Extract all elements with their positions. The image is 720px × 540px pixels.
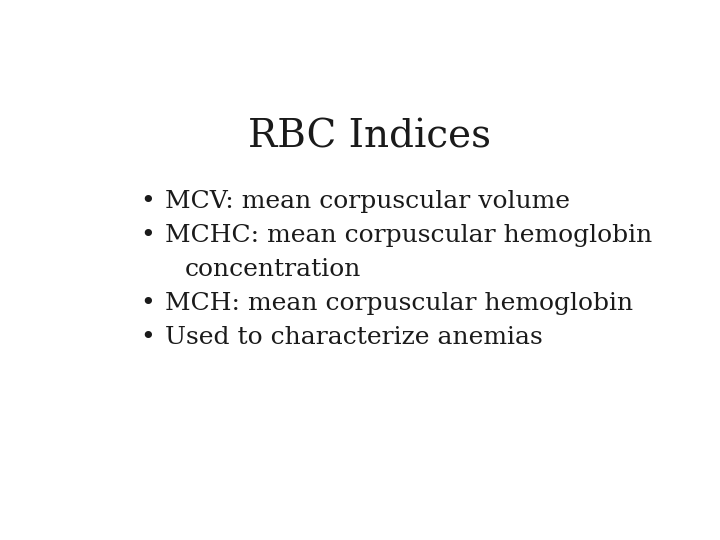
Text: MCH: mean corpuscular hemoglobin: MCH: mean corpuscular hemoglobin	[166, 292, 634, 315]
Text: •: •	[140, 326, 155, 349]
Text: Used to characterize anemias: Used to characterize anemias	[166, 326, 543, 349]
Text: RBC Indices: RBC Indices	[248, 119, 490, 156]
Text: MCHC: mean corpuscular hemoglobin: MCHC: mean corpuscular hemoglobin	[166, 224, 652, 247]
Text: concentration: concentration	[185, 258, 361, 281]
Text: •: •	[140, 224, 155, 247]
Text: •: •	[140, 190, 155, 213]
Text: MCV: mean corpuscular volume: MCV: mean corpuscular volume	[166, 190, 570, 213]
Text: •: •	[140, 292, 155, 315]
